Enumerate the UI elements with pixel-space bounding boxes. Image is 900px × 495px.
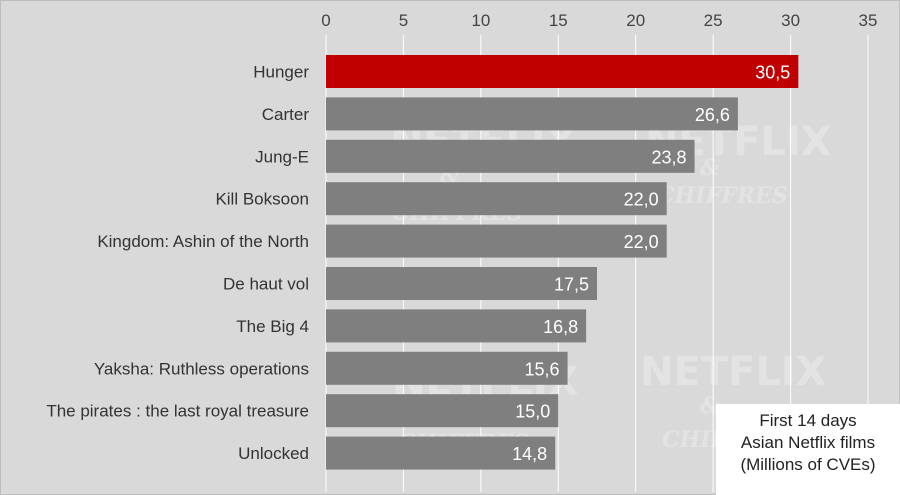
x-tick-label: 10 [471,11,490,30]
legend-box: First 14 days Asian Netflix films (Milli… [716,404,900,495]
value-label: 22,0 [624,232,659,252]
value-labels: 30,5 26,6 23,8 22,0 22,0 17,5 16,8 15,6 15,0 14,8 [512,63,790,465]
value-label: 16,8 [543,317,578,337]
x-tick-label: 25 [704,11,723,30]
category-labels: Hunger Carter Jung-E Kill Boksoon Kingdom: A… [46,63,309,464]
watermark-sub: CHIFFRES [657,183,788,209]
bar [326,351,568,385]
x-axis-ticks: 0 5 10 15 20 25 30 35 [321,11,877,30]
bar [326,182,667,216]
bars [326,55,799,470]
category-label: Carter [262,105,310,124]
x-tick-label: 20 [626,11,645,30]
category-label: The Big 4 [236,317,309,336]
bar [326,309,587,343]
category-label: The pirates : the last royal treasure [46,402,309,421]
legend-line-1: First 14 days [759,411,857,430]
value-label: 22,0 [624,190,659,210]
legend-line-2: Asian Netflix films [740,433,876,452]
category-label: Kingdom: Ashin of the North [97,232,309,251]
category-label: Hunger [253,63,309,82]
category-label: De haut vol [223,275,309,294]
bar [326,394,559,428]
value-label: 30,5 [755,63,790,83]
category-label: Jung-E [255,147,309,166]
bar [326,139,695,173]
x-tick-label: 0 [321,11,330,30]
bar [326,97,738,131]
value-label: 14,8 [512,444,547,464]
value-label: 15,6 [525,359,560,379]
value-label: 26,6 [695,105,730,125]
bar [326,436,556,470]
x-tick-label: 5 [399,11,408,30]
value-label: 17,5 [554,275,589,295]
x-tick-label: 15 [549,11,568,30]
category-label: Unlocked [238,444,309,463]
legend-line-3: (Millions of CVEs) [740,455,876,474]
bar [326,224,667,258]
category-label: Kill Boksoon [215,190,309,209]
watermark-amp: & [700,155,720,181]
bar [326,55,799,88]
x-tick-label: 35 [859,11,878,30]
x-tick-label: 30 [781,11,800,30]
value-label: 15,0 [515,402,550,422]
watermark-title: NETFLIX [640,349,827,395]
bar [326,267,597,300]
watermark-amp: & [700,393,720,419]
value-label: 23,8 [652,147,687,167]
category-label: Yaksha: Ruthless operations [94,359,309,378]
